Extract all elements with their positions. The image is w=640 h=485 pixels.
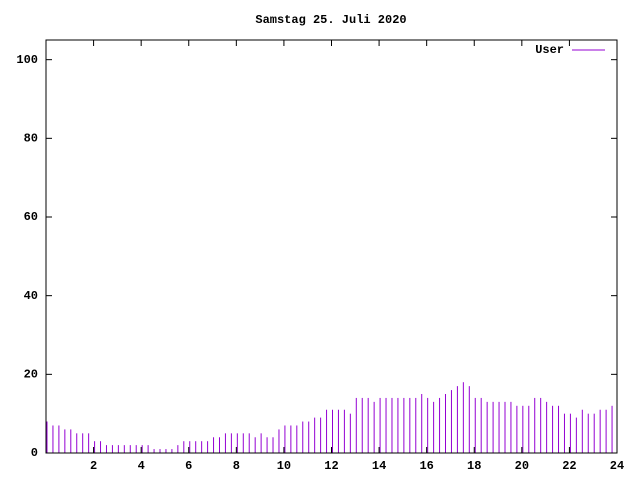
legend-label: User xyxy=(535,43,564,57)
x-tick-label: 10 xyxy=(277,459,291,473)
y-tick-label: 100 xyxy=(16,53,38,67)
x-tick-label: 24 xyxy=(610,459,624,473)
x-tick-label: 12 xyxy=(324,459,338,473)
chart-title: Samstag 25. Juli 2020 xyxy=(255,13,406,27)
x-tick-label: 14 xyxy=(372,459,386,473)
x-tick-label: 4 xyxy=(138,459,145,473)
x-tick-label: 6 xyxy=(185,459,192,473)
x-tick-label: 22 xyxy=(562,459,576,473)
x-tick-label: 20 xyxy=(515,459,529,473)
x-tick-label: 2 xyxy=(90,459,97,473)
x-tick-label: 18 xyxy=(467,459,481,473)
x-tick-label: 16 xyxy=(419,459,433,473)
y-tick-label: 0 xyxy=(31,446,38,460)
y-tick-label: 80 xyxy=(24,132,38,146)
y-tick-label: 40 xyxy=(24,289,38,303)
plot-border xyxy=(45,39,618,454)
y-tick-label: 20 xyxy=(24,368,38,382)
y-tick-label: 60 xyxy=(24,210,38,224)
x-tick-label: 8 xyxy=(233,459,240,473)
